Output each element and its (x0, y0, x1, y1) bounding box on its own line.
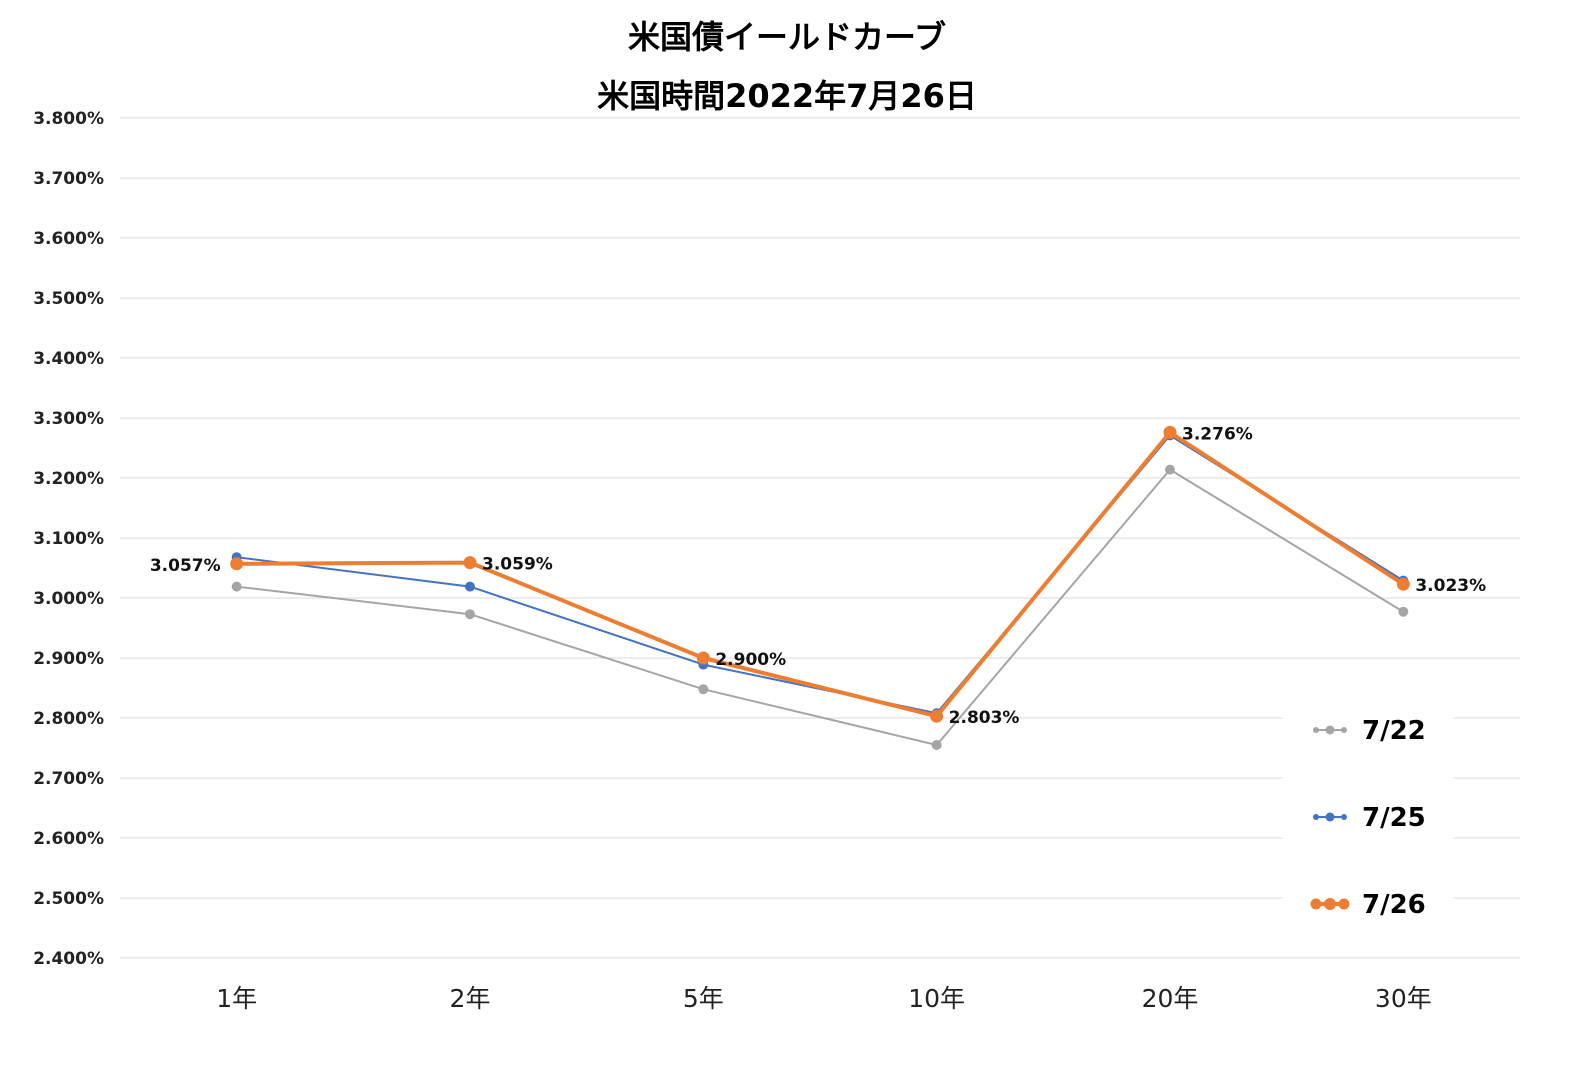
y-tick-label: 2.900% (33, 649, 104, 669)
series-7-22 (231, 464, 1409, 750)
x-tick-label: 20年 (1142, 984, 1199, 1013)
x-axis-ticks: 1年 2年 5年 10年 20年 30年 (216, 984, 1432, 1013)
legend-label: 7/25 (1362, 803, 1426, 833)
legend-label: 7/22 (1362, 716, 1426, 746)
y-tick-label: 3.700% (33, 169, 104, 189)
chart-subtitle: 米国時間2022年7月26日 (597, 77, 977, 115)
data-point (1165, 464, 1175, 475)
y-tick-label: 2.500% (33, 889, 104, 909)
y-tick-label: 3.800% (33, 109, 104, 129)
legend-entry: 7/25 (1313, 803, 1426, 833)
legend: 7/22 7/25 7/26 (1283, 690, 1453, 940)
data-point (463, 556, 477, 570)
data-point (465, 581, 475, 592)
series-7-26 (230, 425, 1410, 723)
x-tick-label: 2年 (450, 984, 491, 1013)
data-label: 3.023% (1415, 576, 1486, 596)
series-line (236, 434, 1404, 715)
series-line (236, 468, 1404, 746)
data-point (230, 557, 244, 571)
data-point (931, 740, 942, 750)
chart-title: 米国債イールドカーブ (628, 18, 946, 56)
y-tick-label: 3.400% (33, 349, 104, 369)
data-point (930, 709, 944, 723)
legend-label: 7/26 (1362, 890, 1426, 920)
data-label: 3.059% (482, 555, 553, 575)
y-tick-label: 2.700% (33, 769, 104, 789)
y-tick-label: 3.100% (33, 529, 104, 549)
legend-swatch-dot (1313, 727, 1319, 733)
legend-swatch-dot (1310, 898, 1322, 910)
y-tick-label: 3.200% (33, 469, 104, 489)
y-tick-label: 2.800% (33, 709, 104, 729)
data-label: 3.276% (1182, 424, 1253, 444)
y-tick-label: 3.600% (33, 229, 104, 249)
data-point (1163, 425, 1177, 439)
legend-swatch-dot (1325, 812, 1335, 822)
data-point (465, 609, 475, 620)
data-point (696, 651, 710, 665)
x-tick-label: 1年 (216, 984, 257, 1013)
y-axis-ticks: 3.800% 3.700% 3.600% 3.500% 3.400% 3.300% 3.20… (33, 109, 104, 969)
legend-swatch-dot (1341, 814, 1347, 820)
data-label: 2.900% (715, 650, 786, 670)
x-tick-label: 10年 (908, 984, 965, 1013)
data-labels: 3.057% 3.059% 2.900% 2.803% 3.276% 3.023% (150, 424, 1486, 728)
legend-entry: 7/26 (1310, 890, 1426, 920)
data-label: 2.803% (949, 708, 1020, 728)
data-point (1396, 577, 1410, 591)
y-tick-label: 3.300% (33, 409, 104, 429)
legend-swatch-dot (1338, 898, 1350, 910)
y-tick-label: 3.000% (33, 589, 104, 609)
y-tick-label: 2.400% (33, 949, 104, 969)
legend-swatch-dot (1341, 727, 1347, 733)
data-label: 3.057% (150, 556, 221, 576)
series-line (236, 430, 1405, 719)
x-tick-label: 5年 (683, 984, 724, 1013)
data-point (698, 684, 709, 695)
y-tick-label: 2.600% (33, 829, 104, 849)
x-tick-label: 30年 (1375, 984, 1432, 1013)
legend-swatch-dot (1324, 898, 1336, 910)
legend-swatch-dot (1313, 814, 1319, 820)
data-point (231, 581, 242, 592)
legend-entry: 7/22 (1313, 716, 1426, 746)
y-tick-label: 3.500% (33, 289, 104, 309)
legend-swatch-dot (1325, 725, 1335, 735)
series-lines (230, 425, 1410, 750)
legend-background (1283, 690, 1453, 940)
data-point (1398, 606, 1409, 617)
